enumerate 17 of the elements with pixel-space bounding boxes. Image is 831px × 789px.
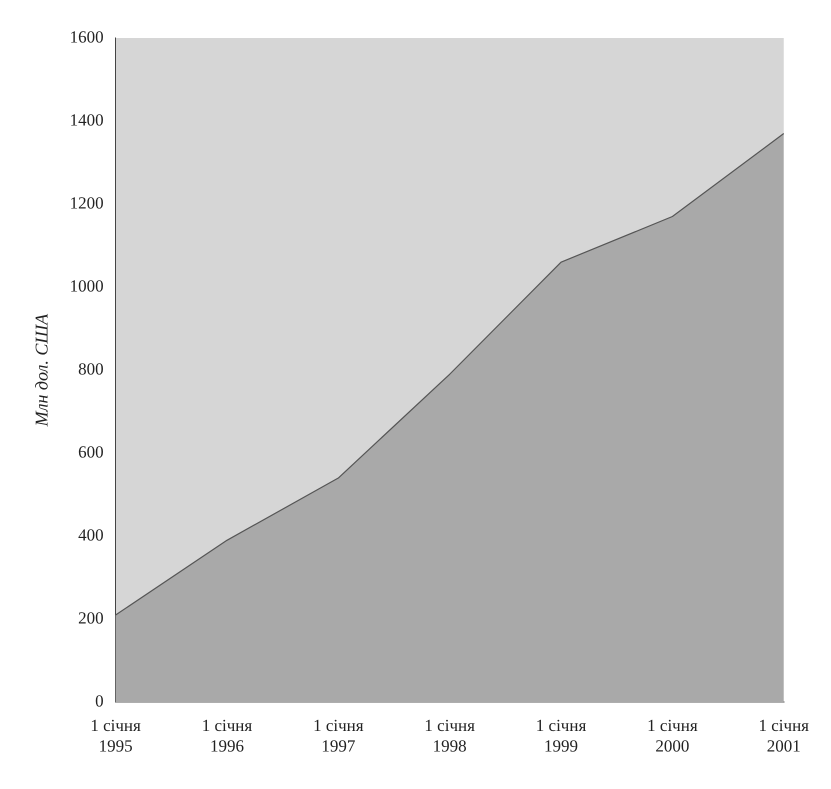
x-tick-label: 1 січня 2001 (758, 716, 810, 756)
y-axis-title: Млн дол. США (32, 312, 52, 428)
y-tick-label: 800 (78, 360, 104, 379)
y-tick-label: 1000 (70, 276, 104, 296)
y-tick-label: 1600 (70, 27, 104, 46)
x-tick-label: 1 січня 1998 (424, 716, 476, 756)
x-tick-label: 1 січня 1996 (202, 716, 252, 756)
y-tick-label: 1400 (70, 110, 104, 130)
x-tick-label: 1 січня 1997 (313, 716, 364, 756)
y-tick-label: 200 (78, 608, 104, 628)
y-tick-label: 400 (78, 526, 104, 545)
x-tick-label: 1 січня 1999 (536, 716, 586, 756)
y-tick-label: 0 (95, 692, 104, 711)
x-tick-label: 1 січня 1995 (90, 716, 142, 756)
y-tick-label: 600 (78, 442, 104, 462)
x-tick-label: 1 січня 2000 (647, 716, 698, 756)
y-tick-label: 1200 (70, 194, 104, 213)
